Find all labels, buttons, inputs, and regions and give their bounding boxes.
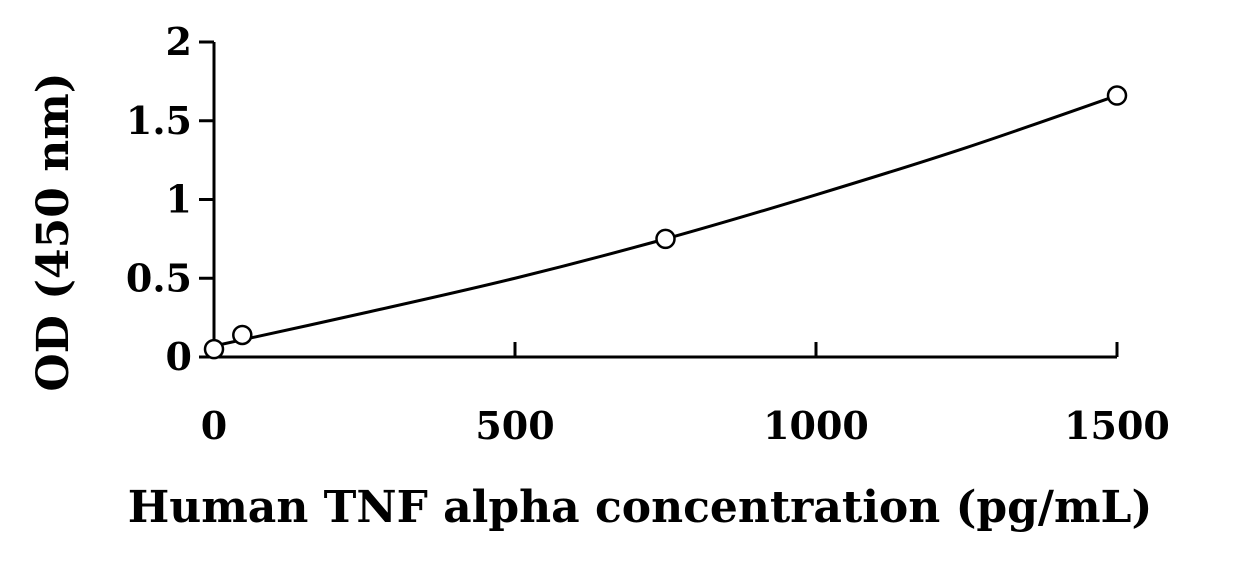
y-tick-label: 0 [166,334,192,379]
y-axis-title: OD (450 nm) [28,72,79,391]
x-tick-label: 1000 [763,403,869,448]
x-tick-label: 1500 [1064,403,1170,448]
axes [212,42,1117,359]
data-point-marker [203,338,225,360]
x-tick-label: 500 [475,403,554,448]
x-tick-label: 0 [201,403,227,448]
ticks: 0 0.5 1 1.5 2 0 500 1000 1500 [126,19,1170,448]
y-tick-label: 2 [166,19,192,64]
data-points [203,85,1128,360]
data-point-marker [1106,85,1128,106]
fit-curve-layer [213,94,1118,348]
fit-curve [213,94,1118,348]
data-point-marker [232,324,253,346]
y-tick-label: 1 [166,177,192,222]
data-point-marker [655,228,676,250]
x-axis-title: Human TNF alpha concentration (pg/mL) [128,482,1153,533]
y-tick-label: 0.5 [126,255,192,300]
y-tick-label: 1.5 [126,98,192,143]
